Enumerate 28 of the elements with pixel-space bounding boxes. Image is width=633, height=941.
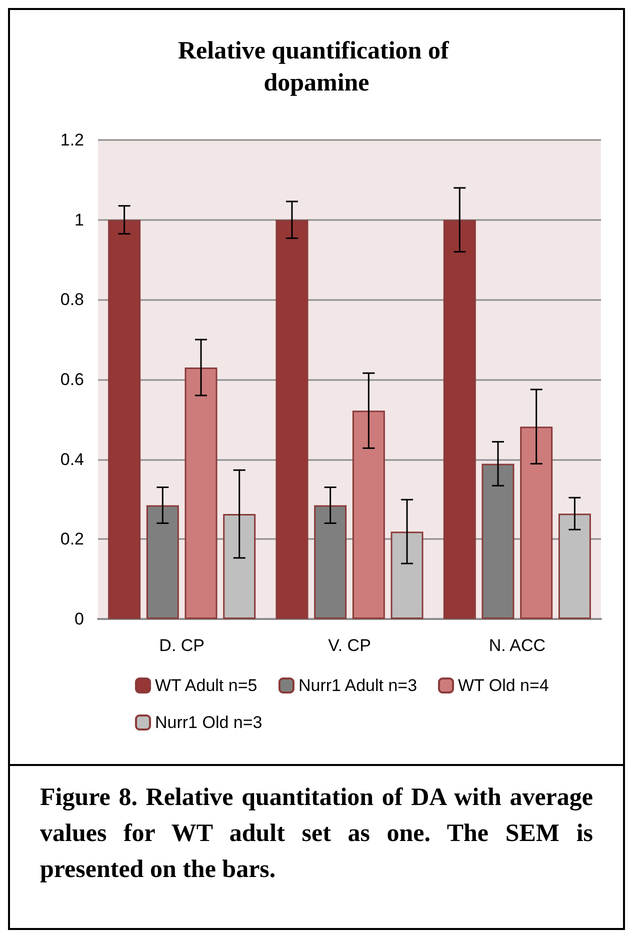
y-tick-label: 0.6 — [60, 370, 84, 389]
bar — [443, 220, 476, 619]
legend-label: Nurr1 Old n=3 — [155, 713, 262, 732]
bar — [520, 426, 553, 619]
y-tick-label: 0.8 — [60, 290, 84, 310]
bar — [390, 532, 424, 619]
y-tick-label: 0.2 — [60, 530, 84, 549]
bar — [184, 368, 218, 619]
bar — [558, 514, 591, 619]
bar — [276, 220, 308, 619]
y-tick-label: 0.4 — [60, 450, 84, 469]
bar — [146, 505, 179, 619]
y-tick-label: 0 — [74, 610, 84, 628]
caption: Figure 8. Relative quantitation of DA with average values for WT adult set as one. The SEM is presented on the bars. — [10, 764, 623, 928]
x-tick-label: D. CP — [159, 636, 205, 655]
y-tick-label: 1 — [74, 210, 84, 230]
x-tick-label: N. ACC — [488, 636, 546, 655]
legend-label: Nurr1 Adult n=3 — [298, 676, 418, 695]
bar — [223, 514, 256, 619]
x-tick-label: V. CP — [328, 636, 371, 655]
chart-title: Relative quantification of dopamine — [178, 38, 456, 96]
y-tick-label: 1.2 — [60, 130, 84, 150]
bar — [108, 220, 141, 619]
legend-label: WT Adult n=5 — [155, 676, 258, 695]
bar — [352, 410, 385, 619]
bar — [482, 464, 514, 619]
legend-label: WT Old n=4 — [458, 676, 549, 695]
bar — [314, 505, 347, 619]
